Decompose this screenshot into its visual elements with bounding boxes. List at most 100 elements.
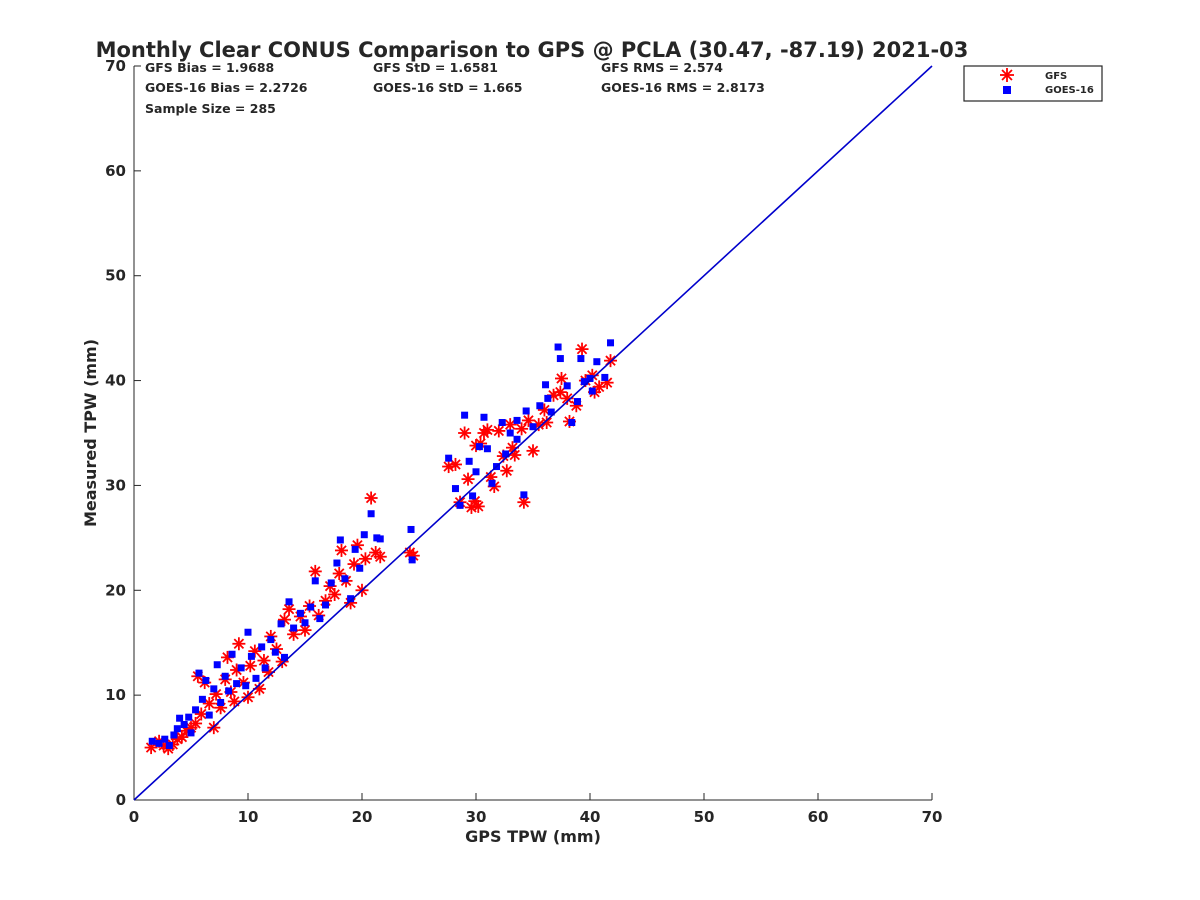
goes16-point [469, 492, 477, 500]
goes16-series [148, 339, 615, 749]
goes16-point [285, 598, 293, 606]
y-tick-label: 20 [105, 581, 126, 599]
legend-gfs-label: GFS [1045, 71, 1067, 82]
goes16-point [542, 381, 550, 389]
goes16-point [307, 603, 315, 611]
gfs-point [227, 694, 241, 708]
goes16-point [228, 650, 236, 658]
legend-gfs-asterisk [1000, 68, 1014, 82]
goes16-point [202, 676, 210, 684]
legend-box [963, 65, 1103, 102]
goes16-point [267, 636, 275, 644]
goes16-point [544, 394, 552, 402]
goes16-point [529, 423, 537, 431]
goes16-rms-text: GOES-16 RMS = 2.8173 [601, 80, 765, 95]
goes16-point [498, 419, 506, 427]
legend-goes16-marker [1003, 86, 1011, 94]
x-tick-label: 30 [466, 808, 487, 826]
goes16-point [601, 373, 609, 381]
goes16-point [290, 624, 298, 632]
goes16-point [316, 615, 324, 623]
sample-size-text: Sample Size = 285 [145, 101, 276, 116]
x-tick-label: 10 [238, 808, 259, 826]
goes16-point [301, 619, 309, 627]
y-axis-label: Measured TPW (mm) [81, 339, 100, 527]
y-tick-label: 40 [105, 372, 126, 390]
gfs-rms-text: GFS RMS = 2.574 [601, 60, 723, 75]
legend: GFS GOES-16 [963, 65, 1103, 102]
goes16-point [155, 739, 163, 747]
gfs-point [373, 550, 387, 564]
goes16-point [237, 664, 245, 672]
goes16-point [210, 685, 218, 693]
y-tick-label: 50 [105, 267, 126, 285]
x-tick-label: 0 [129, 808, 139, 826]
goes16-point [296, 609, 304, 617]
goes16-point [180, 721, 188, 729]
x-tick-label: 70 [922, 808, 943, 826]
gfs-std-text: GFS StD = 1.6581 [373, 60, 498, 75]
goes16-point [148, 737, 156, 745]
goes16-point [506, 429, 514, 437]
goes16-bias-text: GOES-16 Bias = 2.2726 [145, 80, 308, 95]
goes16-point [341, 575, 349, 583]
x-tick-labels: 0 10 20 30 40 50 60 70 [129, 793, 943, 826]
goes16-point [513, 416, 521, 424]
x-tick-label: 20 [352, 808, 373, 826]
gfs-point [503, 418, 517, 432]
gfs-point [243, 659, 257, 673]
gfs-point [458, 426, 472, 440]
gfs-point [515, 422, 529, 436]
goes16-point [351, 545, 359, 553]
goes16-point [277, 620, 285, 628]
goes16-point [242, 682, 250, 690]
goes16-point [233, 680, 241, 688]
y-tick-label: 10 [105, 686, 126, 704]
goes16-point [356, 564, 364, 572]
gfs-point [241, 690, 255, 704]
gfs-point [560, 391, 574, 405]
gfs-point [555, 371, 568, 385]
goes16-point [271, 648, 279, 656]
goes16-point [347, 595, 355, 603]
statistics-annotations: GFS Bias = 1.9688 GFS StD = 1.6581 GFS R… [145, 60, 765, 116]
goes16-point [247, 652, 255, 660]
legend-goes16-label: GOES-16 [1045, 85, 1094, 96]
goes16-point [170, 731, 178, 739]
gfs-point [202, 697, 216, 711]
goes16-point [360, 531, 368, 539]
goes16-point [568, 419, 576, 427]
gfs-point [492, 424, 506, 438]
gfs-series [144, 342, 618, 756]
goes16-point [522, 407, 530, 415]
goes16-point [198, 695, 206, 703]
goes16-point [185, 713, 193, 721]
goes16-point [213, 661, 221, 669]
goes16-point [502, 450, 510, 458]
y-tick-label: 0 [116, 791, 126, 809]
goes16-point [280, 653, 288, 661]
goes16-point [475, 443, 483, 451]
goes16-point [580, 378, 588, 386]
gfs-point [347, 557, 361, 571]
gfs-point [334, 543, 348, 557]
gfs-point [540, 416, 554, 430]
goes16-point [451, 485, 459, 493]
goes16-point [563, 382, 571, 390]
gfs-point [232, 637, 246, 651]
goes16-point [173, 725, 181, 733]
chart-title: Monthly Clear CONUS Comparison to GPS @ … [96, 38, 969, 62]
goes16-point [205, 711, 213, 719]
goes16-point [336, 536, 344, 544]
gfs-point [448, 457, 462, 471]
goes16-point [165, 741, 173, 749]
goes16-point [367, 510, 375, 518]
goes16-point [261, 664, 269, 672]
gfs-point [471, 499, 485, 513]
y-tick-label: 70 [105, 57, 126, 75]
goes16-point [327, 579, 335, 587]
goes16-std-text: GOES-16 StD = 1.665 [373, 80, 522, 95]
goes16-point [588, 387, 596, 395]
goes16-point [465, 457, 473, 465]
goes16-point [593, 358, 601, 366]
